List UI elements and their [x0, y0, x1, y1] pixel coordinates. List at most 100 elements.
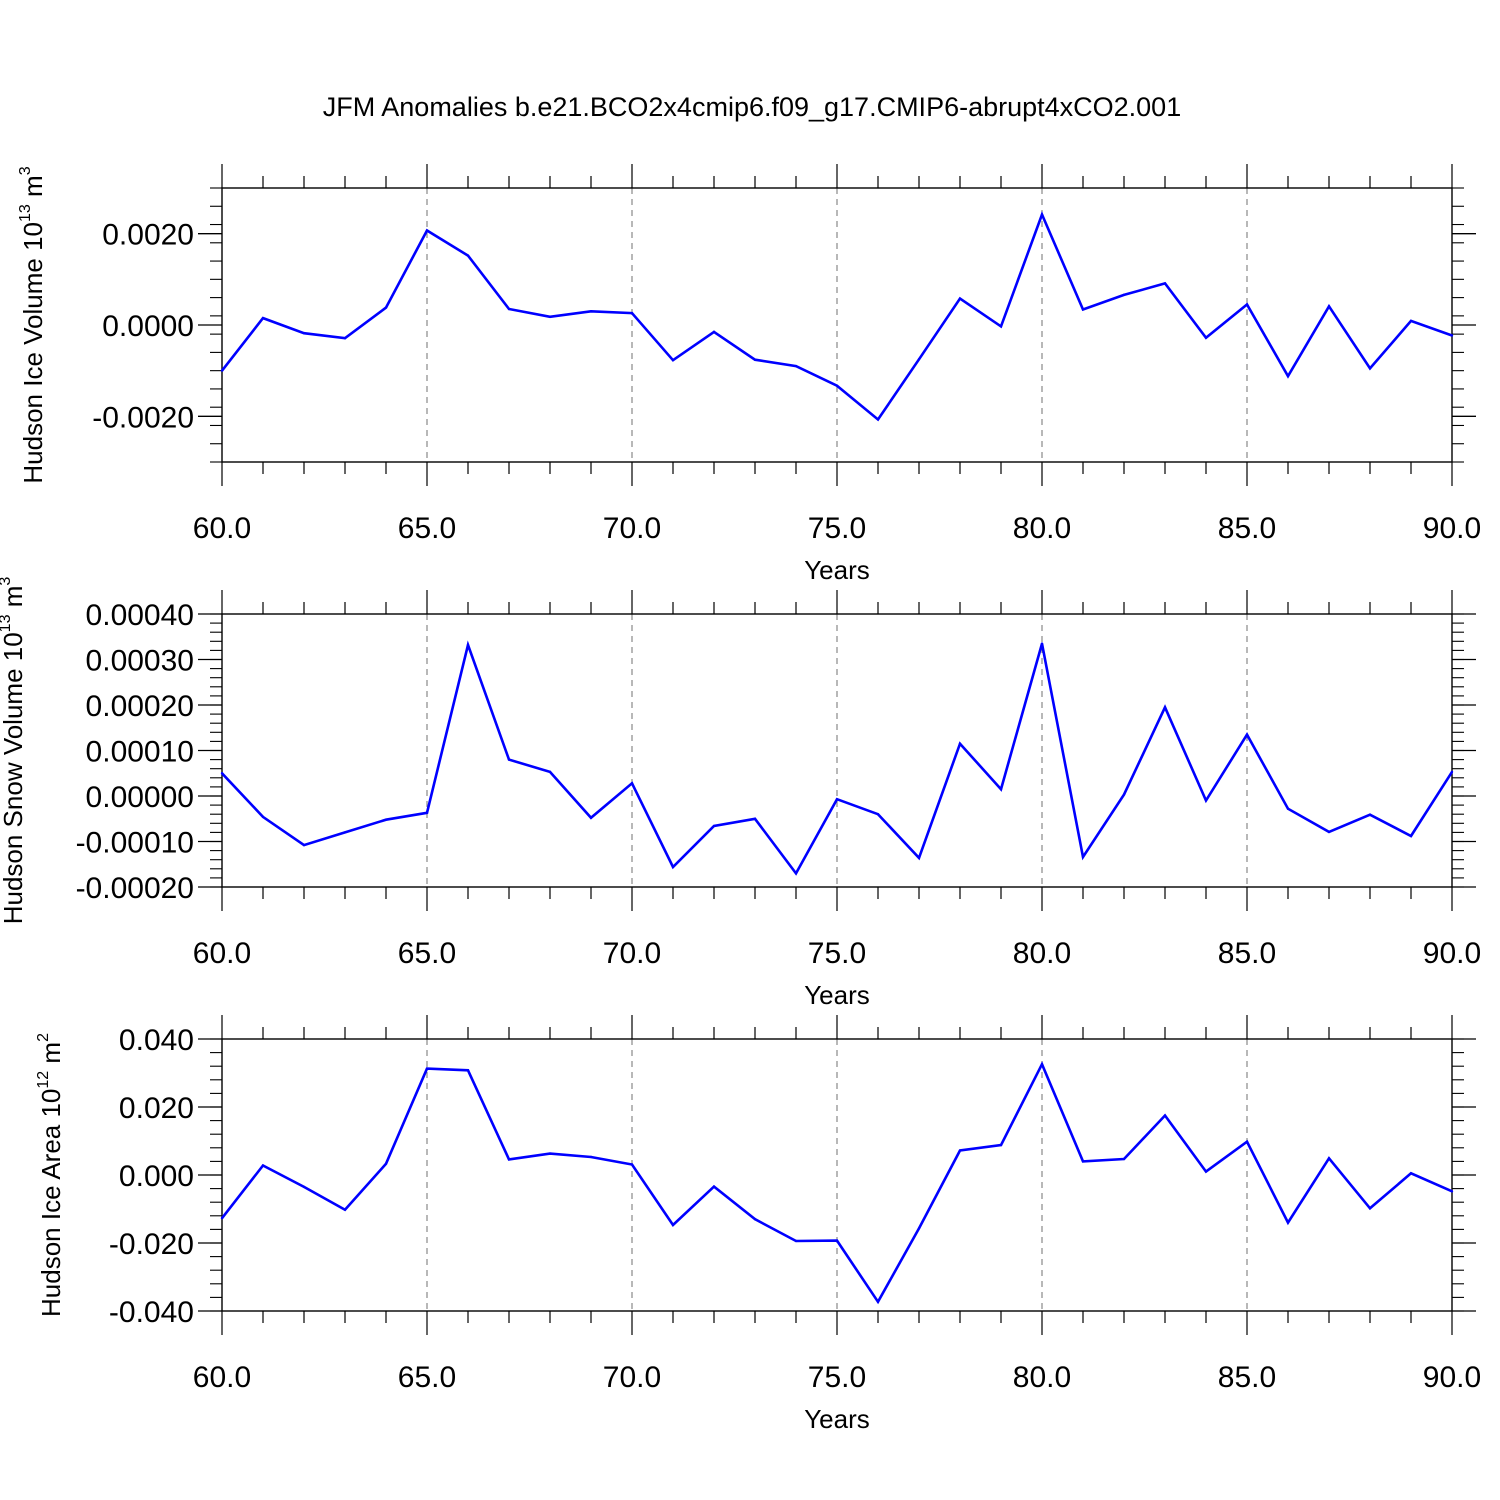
y-tick-label: -0.00020 [76, 872, 194, 905]
data-point [671, 358, 675, 362]
x-tick-label: 80.0 [1013, 512, 1071, 545]
data-point [876, 1300, 880, 1304]
data-point [302, 1185, 306, 1189]
data-point [835, 1239, 839, 1242]
data-point [1327, 830, 1331, 834]
data-point [343, 1208, 347, 1211]
y-tick-label: 0.040 [119, 1024, 194, 1057]
data-point [425, 229, 429, 232]
data-point [1409, 1172, 1413, 1175]
data-point [1286, 374, 1290, 378]
data-point [507, 758, 511, 761]
y-tick-label: 0.000 [119, 1160, 194, 1193]
data-point [1450, 334, 1454, 337]
y-tick-label: -0.00010 [76, 827, 194, 860]
data-point [671, 865, 675, 869]
panel-snow-volume: -0.00020 -0.00010 0.00000 0.00010 0.00020 0.0… [0, 577, 1481, 1010]
data-point [466, 1069, 470, 1072]
data-point [425, 811, 429, 815]
x-tick-label: 85.0 [1218, 1361, 1276, 1394]
data-point [1368, 1207, 1372, 1210]
data-point [917, 358, 921, 361]
data-point [1081, 855, 1085, 859]
data-point [220, 772, 224, 775]
x-tick-label: 70.0 [603, 1361, 661, 1394]
data-point [384, 818, 388, 821]
data-point [794, 1239, 798, 1243]
data-point [1245, 303, 1249, 306]
data-point [630, 311, 634, 315]
data-point [1122, 793, 1126, 796]
data-point [712, 824, 716, 828]
data-point [1327, 1157, 1331, 1160]
data-point [343, 831, 347, 834]
y-tick-label: 0.020 [119, 1092, 194, 1125]
y-tick-label: 0.00040 [86, 599, 194, 632]
x-tick-label: 60.0 [193, 512, 251, 545]
data-point [1163, 1114, 1167, 1117]
data-point [1245, 733, 1249, 736]
x-axis-title: Years [804, 980, 870, 1010]
y-tick-label: 0.0000 [102, 310, 194, 343]
data-point [261, 316, 265, 320]
x-axis-title: Years [804, 1404, 870, 1434]
x-tick-label: 65.0 [398, 937, 456, 970]
x-tick-label: 80.0 [1013, 937, 1071, 970]
x-tick-label: 90.0 [1423, 512, 1481, 545]
data-point [261, 815, 265, 819]
data-point [548, 1152, 552, 1155]
data-point [958, 742, 962, 745]
data-point [1204, 799, 1208, 802]
x-tick-label: 80.0 [1013, 1361, 1071, 1394]
y-tick-label: 0.00030 [86, 645, 194, 678]
data-point [1286, 807, 1290, 810]
data-point [548, 315, 552, 318]
y-tick-label: 0.00010 [86, 736, 194, 769]
panel-ice-volume: -0.0020 0.0000 0.0020 60.0 65.0 70.0 75.0 80.0 8… [17, 164, 1481, 585]
data-point [876, 813, 880, 816]
data-point [1368, 367, 1372, 370]
data-point [1409, 834, 1413, 838]
y-tick-label: 0.0020 [102, 219, 194, 252]
data-point [1081, 1160, 1085, 1163]
data-point [1122, 1157, 1126, 1161]
y-axis-title: Hudson Ice Area 1012 m2 [35, 1033, 66, 1317]
data-point [384, 306, 388, 309]
x-tick-label: 60.0 [193, 1361, 251, 1394]
y-axis-title: Hudson Snow Volume 1013 m3 [0, 577, 28, 925]
data-point [958, 297, 962, 300]
data-point [794, 872, 798, 875]
x-tick-label: 85.0 [1218, 512, 1276, 545]
data-point [1409, 319, 1413, 323]
data-point [876, 418, 880, 421]
y-tick-label: -0.0020 [92, 401, 194, 434]
data-point [507, 1158, 511, 1161]
data-point [712, 330, 716, 334]
data-point [835, 797, 839, 801]
panel-ice-area: -0.040 -0.020 0.000 0.020 0.040 60.0 65.0 70.0 7… [35, 1015, 1481, 1434]
data-point [835, 384, 839, 387]
data-point [794, 364, 798, 368]
data-point [1040, 213, 1044, 216]
data-point [1204, 336, 1208, 339]
x-tick-label: 75.0 [808, 937, 866, 970]
data-point [1122, 293, 1126, 297]
data-point [548, 770, 552, 774]
data-point [917, 1227, 921, 1230]
data-point [589, 310, 593, 313]
data-point [589, 1155, 593, 1159]
data-point [507, 307, 511, 311]
x-tick-label: 75.0 [808, 1361, 866, 1394]
y-tick-label: 0.00000 [86, 781, 194, 814]
data-point [1245, 1140, 1249, 1143]
y-axis-title: Hudson Ice Volume 1013 m3 [17, 166, 48, 483]
data-point [1204, 1170, 1208, 1173]
data-point [753, 817, 757, 820]
data-point [425, 1067, 429, 1070]
data-point [753, 358, 757, 361]
data-point [1040, 642, 1044, 645]
data-point [630, 782, 634, 785]
data-point [466, 254, 470, 257]
